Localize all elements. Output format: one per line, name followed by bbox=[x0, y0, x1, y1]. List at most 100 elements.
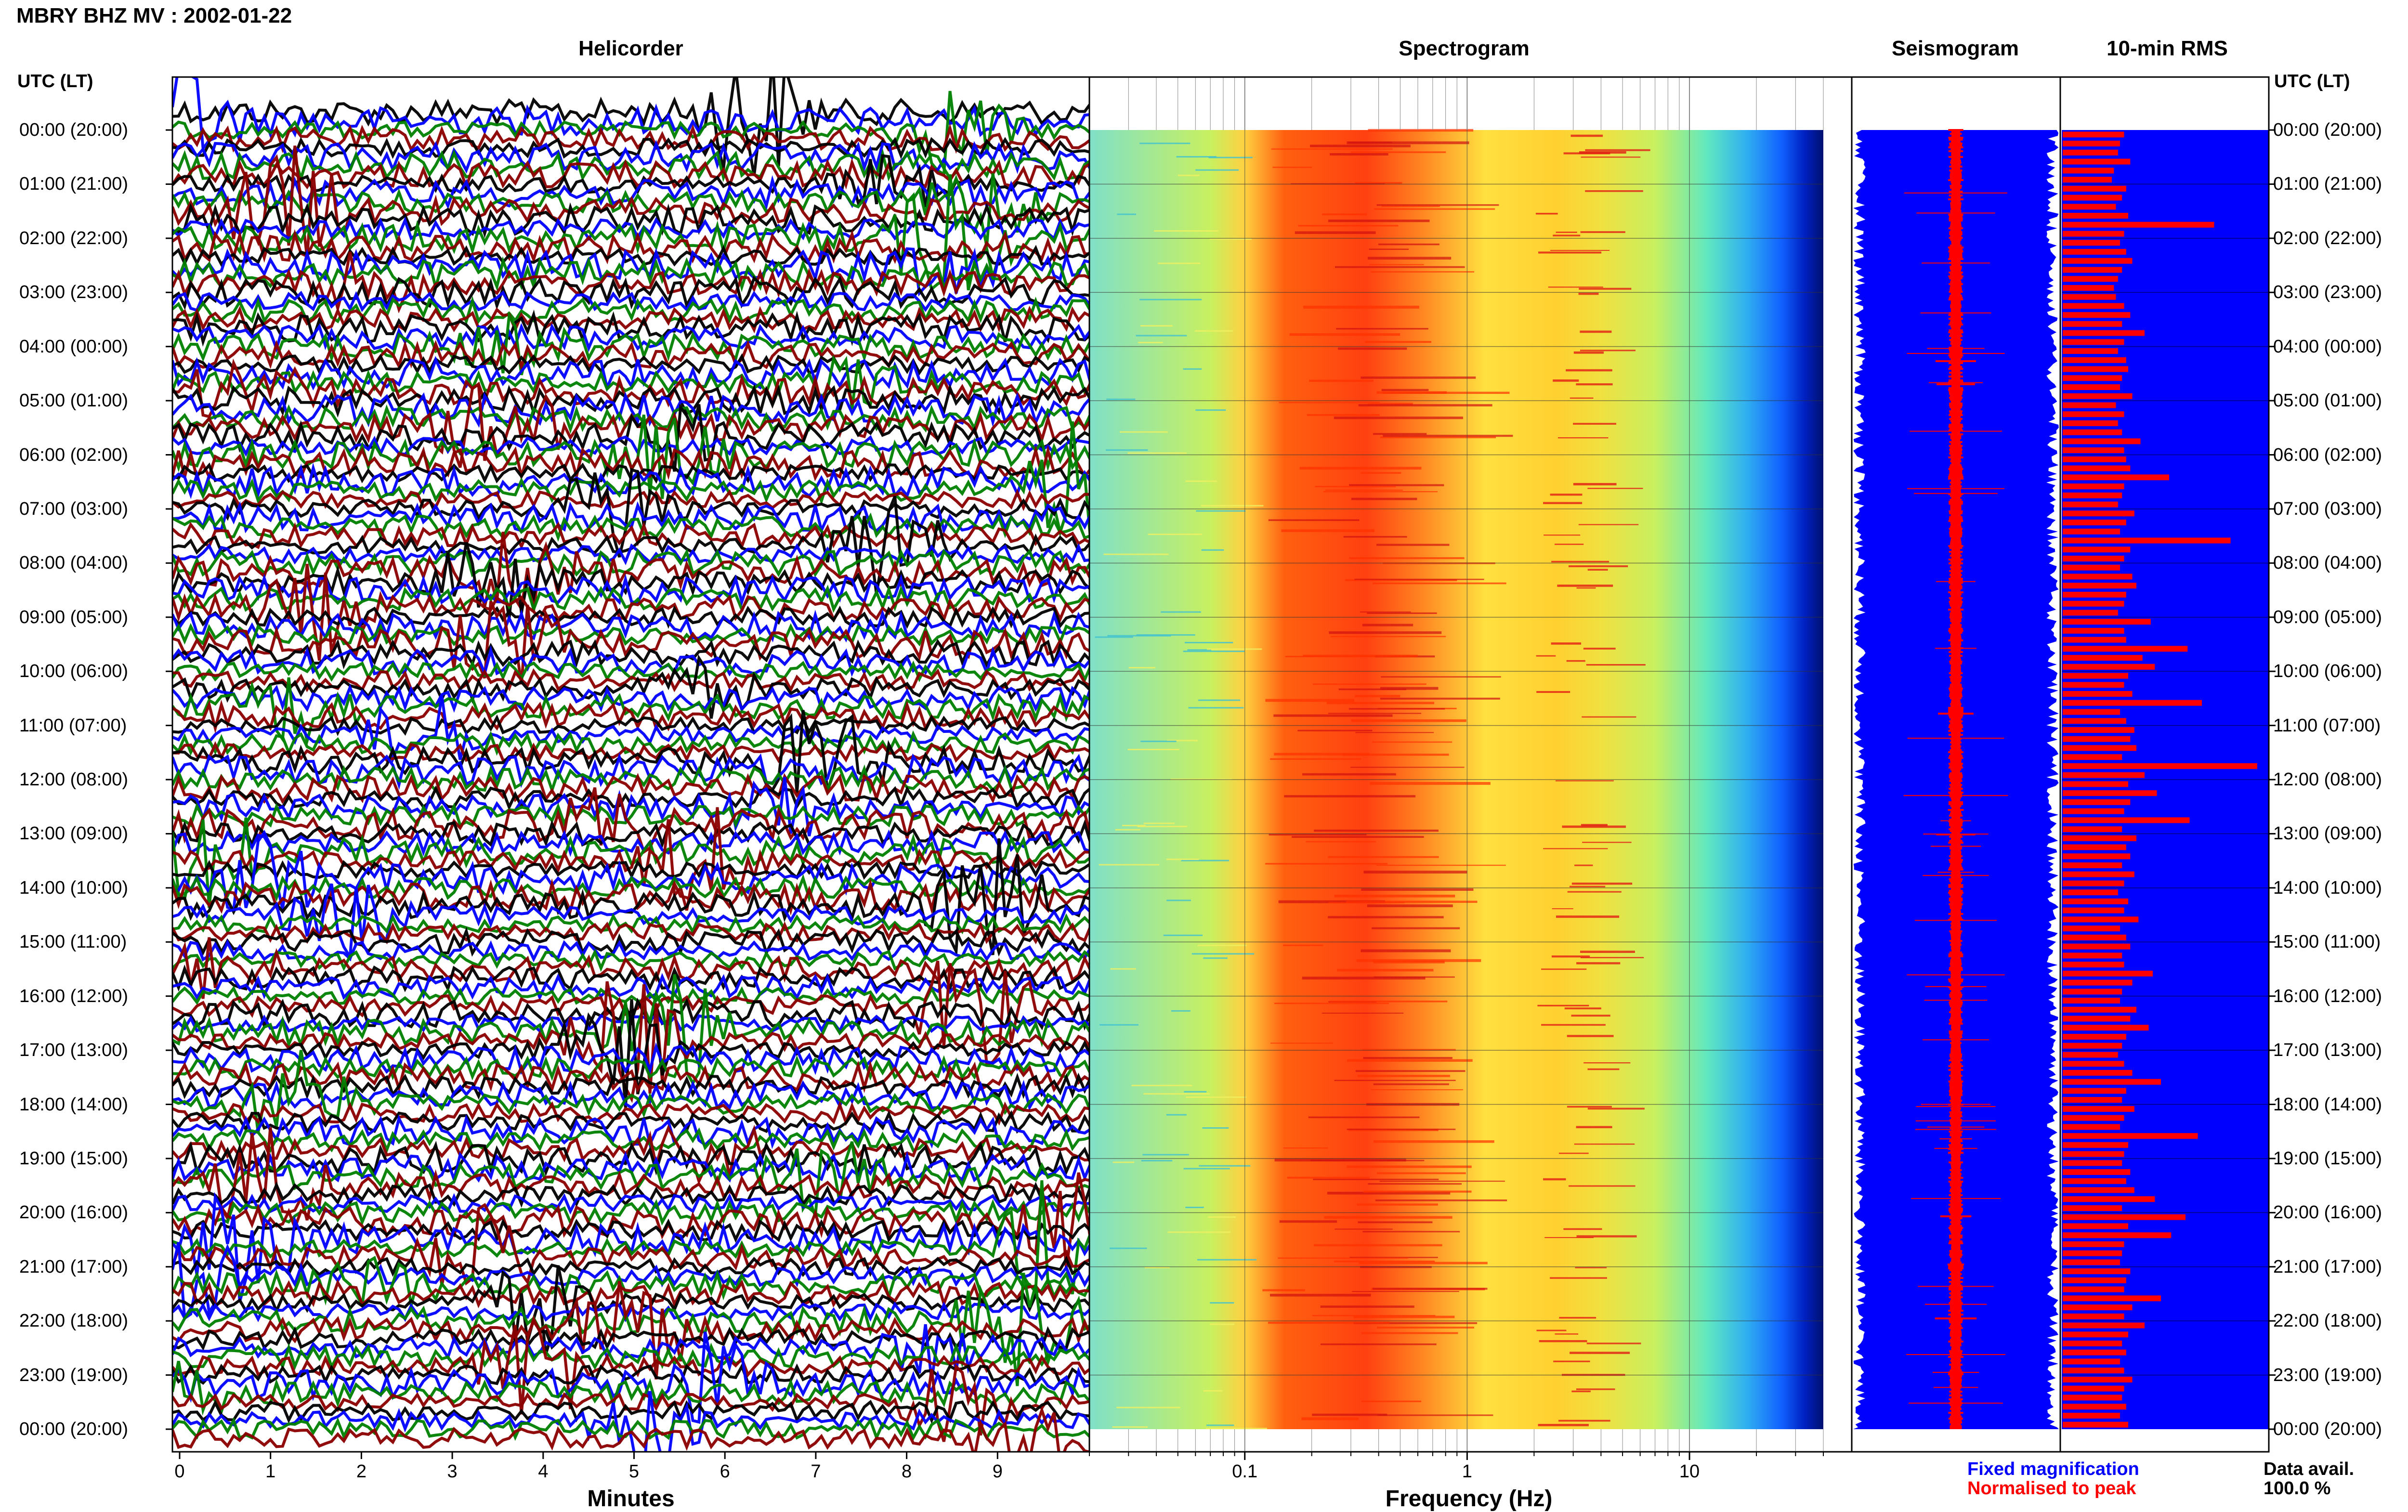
helicorder-trace-row bbox=[172, 1127, 1089, 1154]
spectrogram-grid bbox=[1089, 77, 1824, 1452]
rms-bar bbox=[2063, 1241, 2124, 1247]
time-label-right: 07:00 (03:00) bbox=[2273, 498, 2382, 519]
minutes-tick-label: 4 bbox=[538, 1461, 549, 1482]
helicorder-trace-row bbox=[172, 926, 1089, 957]
minutes-tick-label: 3 bbox=[447, 1461, 458, 1482]
helicorder-trace-row bbox=[172, 1406, 1089, 1452]
rms-bar bbox=[2063, 1115, 2124, 1121]
time-label-left: 09:00 (05:00) bbox=[19, 607, 129, 627]
helicorder-trace-row bbox=[172, 807, 1089, 911]
rms-bar bbox=[2063, 330, 2145, 336]
rms-bar bbox=[2063, 483, 2124, 490]
rms-bar bbox=[2063, 1043, 2122, 1049]
time-label-right: 00:00 (20:00) bbox=[2273, 120, 2382, 140]
rms-bar bbox=[2063, 339, 2124, 345]
rms-bar bbox=[2063, 1341, 2122, 1346]
helicorder-trace-row bbox=[172, 421, 1089, 544]
rms-bar bbox=[2063, 465, 2131, 471]
rms-bar bbox=[2063, 1034, 2126, 1040]
rms-bar bbox=[2063, 1196, 2155, 1202]
helicorder-trace-row bbox=[172, 1110, 1089, 1135]
rms-bar bbox=[2063, 168, 2114, 174]
rms-bar bbox=[2063, 853, 2131, 860]
helicorder-trace-row bbox=[172, 1218, 1089, 1243]
time-label-left: 16:00 (12:00) bbox=[19, 986, 129, 1006]
time-label-left: 13:00 (09:00) bbox=[19, 823, 129, 844]
helicorder-trace-row bbox=[172, 677, 1089, 747]
page-title: MBRY BHZ MV : 2002-01-22 bbox=[16, 4, 292, 27]
time-label-right: 04:00 (00:00) bbox=[2273, 336, 2382, 357]
rms-bar bbox=[2063, 1069, 2133, 1076]
minutes-axis-ticks bbox=[179, 1452, 998, 1459]
helicorder-trace-row bbox=[172, 1060, 1089, 1094]
rms-plot bbox=[2060, 77, 2269, 1452]
rms-bar bbox=[2063, 591, 2126, 598]
rms-bar bbox=[2063, 1304, 2133, 1311]
rms-bar bbox=[2063, 907, 2124, 913]
rms-bar bbox=[2063, 1223, 2128, 1229]
rms-bar bbox=[2063, 574, 2133, 580]
helicorder-trace-row bbox=[172, 974, 1089, 1086]
seismogram-title: Seismogram bbox=[1891, 37, 2019, 60]
rms-bar bbox=[2063, 1385, 2124, 1392]
rms-bar bbox=[2063, 691, 2133, 697]
rms-bar bbox=[2063, 962, 2124, 968]
rms-bar bbox=[2063, 1106, 2134, 1112]
helicorder-trace-row bbox=[172, 391, 1089, 428]
time-label-left: 03:00 (23:00) bbox=[19, 282, 129, 303]
helicorder-trace-row bbox=[172, 654, 1089, 719]
rms-bar bbox=[2063, 1368, 2124, 1374]
rms-bar bbox=[2063, 1025, 2149, 1031]
rms-bar bbox=[2063, 267, 2122, 273]
helicorder-trace-row bbox=[172, 1050, 1089, 1133]
freq-tick-1: 1 bbox=[1462, 1461, 1472, 1482]
rms-bar bbox=[2063, 1295, 2161, 1302]
time-label-left: 20:00 (16:00) bbox=[19, 1202, 129, 1223]
rms-bar bbox=[2063, 1412, 2120, 1419]
rms-bar bbox=[2063, 195, 2122, 201]
helicorder-trace-row bbox=[172, 752, 1089, 790]
rms-bar bbox=[2063, 384, 2120, 390]
rms-bar bbox=[2063, 673, 2128, 679]
time-label-right: 09:00 (05:00) bbox=[2273, 607, 2382, 627]
legend-normalised-to-peak: Normalised to peak bbox=[1967, 1478, 2136, 1499]
time-label-right: 08:00 (04:00) bbox=[2273, 553, 2382, 574]
rms-bar bbox=[2063, 583, 2136, 589]
time-label-right: 19:00 (15:00) bbox=[2273, 1148, 2382, 1169]
rms-bar bbox=[2063, 474, 2169, 481]
helicorder-trace-row bbox=[172, 202, 1089, 238]
freq-tick-0p1: 0.1 bbox=[1232, 1461, 1258, 1482]
rms-bar bbox=[2063, 826, 2122, 833]
helicorder-trace-row bbox=[172, 605, 1089, 629]
rms-bar bbox=[2063, 619, 2151, 625]
minutes-tick-label: 5 bbox=[628, 1461, 640, 1482]
helicorder-trace-row bbox=[172, 981, 1089, 1103]
rms-bar bbox=[2063, 925, 2120, 932]
legend-fixed-magnification: Fixed magnification bbox=[1967, 1459, 2139, 1479]
time-label-right: 06:00 (02:00) bbox=[2273, 444, 2382, 465]
helicorder-trace-row bbox=[172, 1242, 1089, 1321]
frequency-axis-ticks bbox=[1089, 1452, 1824, 1460]
rms-bar bbox=[2063, 1268, 2131, 1275]
helicorder-trace-row bbox=[172, 1042, 1089, 1077]
rms-bar bbox=[2063, 429, 2122, 435]
rms-bar bbox=[2063, 916, 2139, 923]
seismogram-envelope bbox=[1853, 130, 2059, 1429]
rms-bar bbox=[2063, 709, 2120, 715]
rms-bar bbox=[2063, 528, 2120, 534]
rms-bar bbox=[2063, 1232, 2172, 1238]
seismogram-plot bbox=[1852, 77, 2060, 1452]
rms-title: 10-min RMS bbox=[2107, 37, 2228, 60]
helicorder-trace-row bbox=[172, 323, 1089, 353]
rms-bar bbox=[2063, 880, 2124, 886]
time-label-left: 23:00 (19:00) bbox=[19, 1365, 129, 1385]
rms-bar bbox=[2063, 862, 2122, 868]
rms-bar bbox=[2063, 564, 2120, 571]
helicorder-trace-row bbox=[172, 883, 1089, 962]
rms-bar bbox=[2063, 1377, 2133, 1382]
outer-frame bbox=[171, 76, 2270, 1453]
rms-bar bbox=[2063, 375, 2122, 381]
helicorder-trace-row bbox=[172, 1417, 1089, 1442]
helicorder-trace-row bbox=[172, 77, 1089, 153]
helicorder-trace-row bbox=[172, 354, 1089, 409]
